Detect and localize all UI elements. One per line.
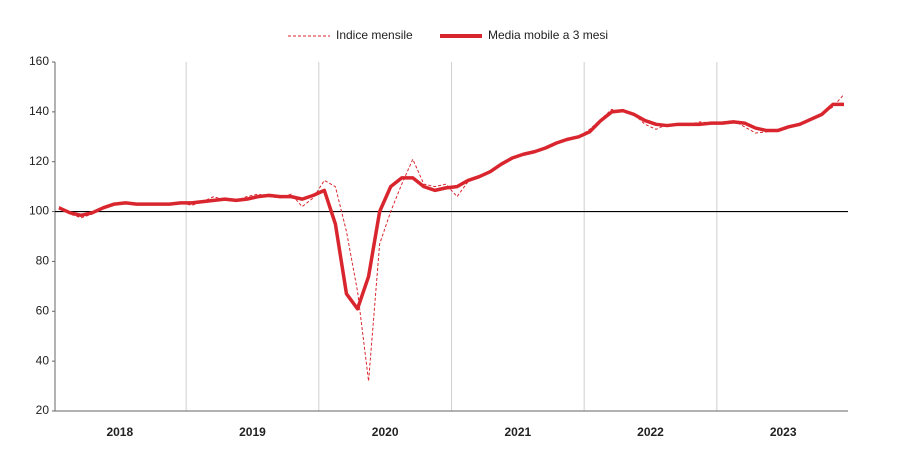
series-line bbox=[58, 102, 844, 311]
y-tick-label: 120 bbox=[29, 154, 49, 168]
x-tick-label: 2020 bbox=[372, 425, 399, 439]
x-tick-label: 2022 bbox=[637, 425, 664, 439]
y-tick-label: 60 bbox=[36, 303, 50, 317]
y-tick-label: 100 bbox=[29, 204, 49, 218]
series-line bbox=[58, 94, 845, 382]
legend-label: Media mobile a 3 mesi bbox=[488, 28, 608, 42]
legend: Indice mensile Media mobile a 3 mesi bbox=[288, 28, 608, 42]
y-tick-label: 160 bbox=[29, 54, 49, 68]
x-tick-label: 2018 bbox=[106, 425, 133, 439]
x-tick-label: 2021 bbox=[504, 425, 531, 439]
x-tick-label: 2023 bbox=[770, 425, 797, 439]
y-tick-label: 140 bbox=[29, 104, 49, 118]
x-tick-label: 2019 bbox=[239, 425, 266, 439]
y-tick-label: 20 bbox=[36, 403, 50, 417]
legend-label: Indice mensile bbox=[336, 28, 413, 42]
y-tick-label: 80 bbox=[36, 254, 50, 268]
y-tick-label: 40 bbox=[36, 353, 50, 367]
